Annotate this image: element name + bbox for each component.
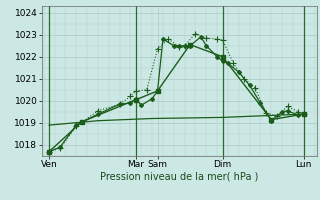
X-axis label: Pression niveau de la mer( hPa ): Pression niveau de la mer( hPa ) [100,172,258,182]
